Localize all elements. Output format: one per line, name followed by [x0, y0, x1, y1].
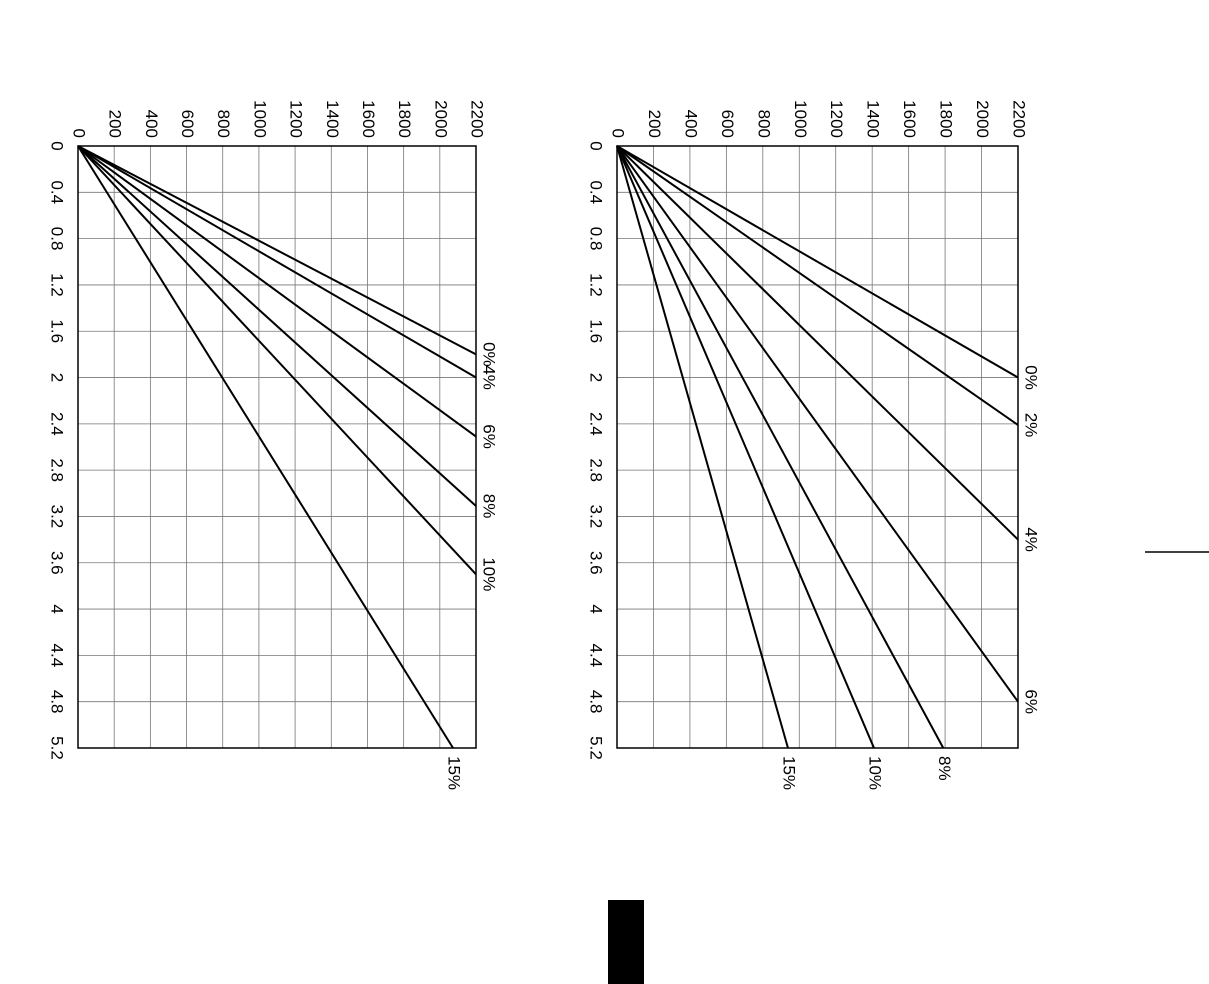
series-line	[616, 145, 789, 749]
y-tick-label: 1400	[323, 100, 342, 138]
series-label: 15%	[779, 756, 798, 790]
y-tick-label: 800	[214, 110, 233, 138]
y-tick-label: 1200	[287, 100, 306, 138]
series-label: 6%	[1022, 689, 1041, 714]
series-label: 2%	[1022, 413, 1041, 438]
x-tick-label: 1.6	[48, 319, 67, 343]
x-tick-label: 2	[587, 373, 606, 382]
series-label: 8%	[480, 494, 499, 519]
series-label: 10%	[480, 557, 499, 591]
series-line	[77, 145, 477, 576]
x-tick-label: 4	[48, 604, 67, 613]
y-tick-label: 800	[754, 110, 773, 138]
x-tick-label: 1.6	[587, 319, 606, 343]
x-tick-label: 3.6	[587, 551, 606, 575]
plot-frame	[77, 145, 477, 749]
series-label: 0%	[480, 342, 499, 367]
plot-frame	[616, 145, 1019, 749]
x-tick-label: 2.4	[48, 412, 67, 436]
x-tick-label: 0.4	[48, 180, 67, 204]
series-line	[616, 145, 1019, 426]
y-tick-label: 600	[178, 110, 197, 138]
series-label: 0%	[1022, 365, 1041, 390]
black-block	[608, 900, 644, 984]
x-tick-label: 3.2	[48, 505, 67, 529]
x-tick-label: 0	[587, 141, 606, 150]
y-tick-label: 600	[718, 110, 737, 138]
x-tick-label: 1.2	[48, 273, 67, 297]
x-tick-label: 0.8	[587, 227, 606, 251]
x-tick-label: 4.8	[587, 690, 606, 714]
y-tick-label: 2200	[468, 100, 487, 138]
y-tick-label: 1600	[900, 100, 919, 138]
y-tick-label: 400	[142, 110, 161, 138]
series-line	[616, 145, 875, 749]
x-tick-label: 4.4	[587, 644, 606, 668]
y-tick-label: 400	[681, 110, 700, 138]
x-tick-label: 5.2	[48, 736, 67, 760]
y-tick-label: 1400	[864, 100, 883, 138]
y-tick-label: 1600	[359, 100, 378, 138]
y-tick-label: 200	[645, 110, 664, 138]
y-tick-label: 2000	[973, 100, 992, 138]
y-tick-label: 0	[70, 129, 89, 138]
y-tick-label: 2000	[431, 100, 450, 138]
x-tick-label: 3.6	[48, 551, 67, 575]
y-tick-label: 0	[609, 129, 628, 138]
series-line	[77, 145, 477, 438]
series-label: 8%	[935, 756, 954, 781]
series-label: 6%	[480, 424, 499, 449]
x-tick-label: 1.2	[587, 273, 606, 297]
y-tick-label: 1200	[827, 100, 846, 138]
x-tick-label: 0.8	[48, 227, 67, 251]
series-line	[616, 145, 1019, 541]
x-tick-label: 4.4	[48, 644, 67, 668]
series-line	[616, 145, 1019, 379]
series-label: 15%	[445, 756, 464, 790]
y-tick-label: 1800	[395, 100, 414, 138]
x-tick-label: 2.4	[587, 412, 606, 436]
x-tick-label: 3.2	[587, 505, 606, 529]
y-tick-label: 1000	[791, 100, 810, 138]
x-tick-label: 5.2	[587, 736, 606, 760]
x-tick-label: 0.4	[587, 180, 606, 204]
x-tick-label: 2	[48, 373, 67, 382]
y-tick-label: 1000	[250, 100, 269, 138]
x-tick-label: 2.8	[48, 458, 67, 482]
series-label: 4%	[480, 365, 499, 390]
x-tick-label: 0	[48, 141, 67, 150]
series-line	[616, 145, 945, 749]
x-tick-label: 4	[587, 604, 606, 613]
series-line	[77, 145, 477, 507]
y-tick-label: 2200	[1010, 100, 1029, 138]
y-tick-label: 200	[106, 110, 125, 138]
x-tick-label: 2.8	[587, 458, 606, 482]
series-line	[77, 145, 477, 356]
series-line	[616, 145, 1019, 703]
series-label: 10%	[866, 756, 885, 790]
series-label: 4%	[1022, 527, 1041, 552]
x-tick-label: 4.8	[48, 690, 67, 714]
series-line	[77, 145, 477, 379]
series-line	[77, 145, 454, 749]
y-tick-label: 1800	[937, 100, 956, 138]
